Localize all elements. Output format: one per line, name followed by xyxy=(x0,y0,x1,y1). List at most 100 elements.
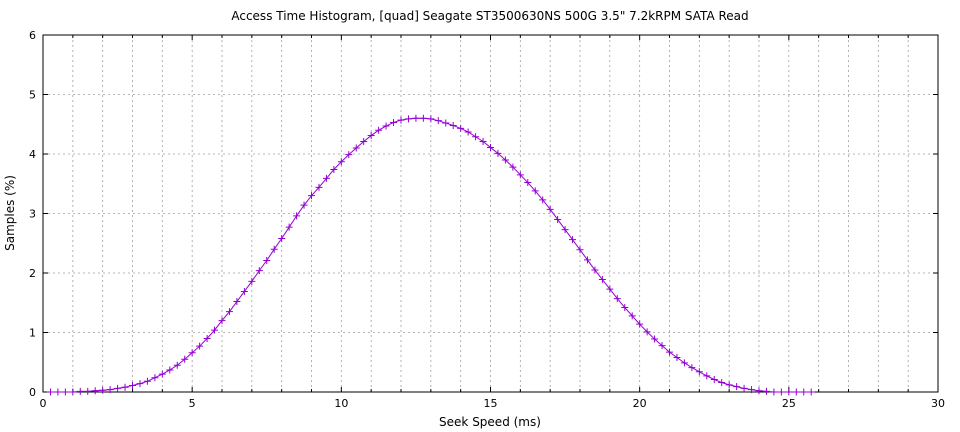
data-point xyxy=(121,383,129,391)
data-point xyxy=(240,287,248,295)
data-point xyxy=(546,205,554,213)
data-point xyxy=(591,266,599,274)
data-point xyxy=(576,246,584,254)
y-tick-label: 1 xyxy=(29,327,36,340)
data-point xyxy=(136,380,144,388)
x-tick-label: 20 xyxy=(633,397,647,410)
y-tick-label: 3 xyxy=(29,208,36,221)
data-point xyxy=(225,308,233,316)
data-point xyxy=(434,117,442,125)
data-point xyxy=(322,174,330,182)
data-point xyxy=(54,388,62,396)
x-axis: 0 5 10 15 20 25 30 xyxy=(40,35,945,410)
x-tick-label: 15 xyxy=(484,397,498,410)
data-point xyxy=(636,320,644,328)
data-point xyxy=(106,386,114,394)
y-tick-label: 0 xyxy=(29,386,36,399)
data-point xyxy=(472,133,480,141)
data-point xyxy=(129,381,136,389)
data-point xyxy=(173,361,181,369)
data-point xyxy=(554,215,562,223)
data-point xyxy=(69,388,77,396)
data-point xyxy=(800,388,808,396)
data-point xyxy=(99,386,107,394)
data-point xyxy=(807,388,815,396)
data-point xyxy=(785,388,793,396)
data-point xyxy=(345,151,353,159)
data-point xyxy=(479,138,487,146)
data-point xyxy=(360,138,368,146)
data-point xyxy=(61,388,69,396)
data-point xyxy=(509,163,517,171)
data-point xyxy=(658,342,666,350)
data-points xyxy=(46,114,815,396)
data-point xyxy=(666,348,673,356)
data-point xyxy=(464,128,472,136)
data-point xyxy=(211,326,219,334)
data-point xyxy=(539,196,547,204)
data-point xyxy=(733,383,741,391)
data-point xyxy=(233,298,241,306)
data-point xyxy=(218,317,226,325)
data-point xyxy=(613,295,621,303)
data-point xyxy=(91,387,99,395)
data-point xyxy=(84,387,92,395)
data-point xyxy=(188,349,196,357)
x-tick-label: 30 xyxy=(931,397,945,410)
data-point xyxy=(583,256,591,264)
data-point xyxy=(397,116,405,124)
data-point xyxy=(673,353,681,361)
data-point xyxy=(330,165,338,173)
data-point xyxy=(710,376,718,384)
data-point xyxy=(255,267,263,275)
data-point xyxy=(740,384,748,392)
data-point xyxy=(114,384,122,392)
data-point xyxy=(725,381,733,389)
x-tick-label: 10 xyxy=(334,397,348,410)
data-point xyxy=(76,387,84,395)
data-point xyxy=(285,223,293,231)
data-point xyxy=(196,342,204,350)
data-point xyxy=(166,366,174,374)
y-axis-label: Samples (%) xyxy=(3,175,17,251)
data-point xyxy=(762,387,770,395)
data-point xyxy=(792,388,800,396)
y-tick-label: 2 xyxy=(29,267,36,280)
data-point xyxy=(516,171,524,179)
data-point xyxy=(248,277,256,285)
data-point xyxy=(718,378,726,386)
data-point xyxy=(158,370,166,378)
data-point xyxy=(501,156,509,164)
data-point xyxy=(457,124,465,132)
data-point xyxy=(561,226,569,234)
data-point xyxy=(419,114,427,122)
data-point xyxy=(143,377,151,385)
data-point xyxy=(404,115,412,123)
data-point xyxy=(755,387,763,395)
grid xyxy=(43,35,938,392)
x-axis-label: Seek Speed (ms) xyxy=(439,415,541,429)
data-point xyxy=(777,388,785,396)
data-point xyxy=(181,355,189,363)
data-point xyxy=(695,368,703,376)
data-point xyxy=(412,114,420,122)
data-point xyxy=(748,386,756,394)
y-tick-label: 4 xyxy=(29,148,36,161)
data-point xyxy=(46,388,54,396)
data-point xyxy=(680,359,688,367)
data-point xyxy=(352,144,360,152)
data-point xyxy=(270,245,278,253)
data-point xyxy=(531,187,539,195)
y-tick-label: 5 xyxy=(29,89,36,102)
x-tick-label: 25 xyxy=(782,397,796,410)
data-point xyxy=(651,335,659,343)
data-point xyxy=(293,212,301,220)
y-tick-label: 6 xyxy=(29,29,36,42)
data-point xyxy=(337,158,345,166)
data-point xyxy=(263,257,271,265)
data-point xyxy=(151,374,159,382)
data-point xyxy=(494,149,502,157)
data-point xyxy=(770,388,778,396)
data-point xyxy=(308,192,315,200)
